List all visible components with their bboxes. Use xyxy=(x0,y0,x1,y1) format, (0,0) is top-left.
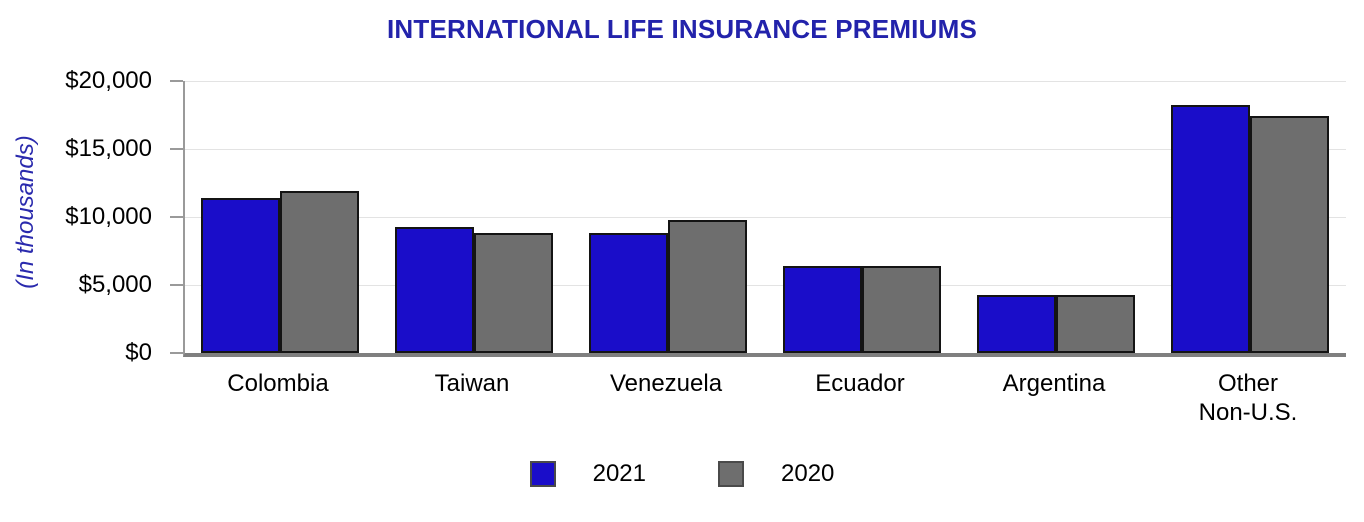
x-label-venezuela: Venezuela xyxy=(609,370,723,397)
y-tick-label-0: $0 xyxy=(125,339,152,366)
legend-swatch-2021 xyxy=(529,461,556,487)
bar-group-ecuador xyxy=(783,266,941,353)
y-tick-label-20-000: $20,000 xyxy=(65,67,152,94)
bar-2021-ecuador xyxy=(783,266,862,353)
gridline xyxy=(185,217,1346,218)
bar-2021-taiwan xyxy=(395,227,474,353)
bar-2020-colombia xyxy=(280,191,359,353)
plot-area xyxy=(183,81,1346,357)
bar-2020-taiwan xyxy=(474,233,553,353)
y-tick-mark xyxy=(170,216,183,218)
legend-swatch-2020 xyxy=(718,461,744,487)
y-tick-mark xyxy=(170,80,183,82)
bar-group-argentina xyxy=(977,295,1135,353)
legend-item-2020: 2020 xyxy=(718,460,834,488)
gridline xyxy=(185,81,1346,82)
y-tick-label-5-000: $5,000 xyxy=(78,271,152,298)
bar-2021-venezuela xyxy=(589,233,668,353)
legend: 2021 2020 xyxy=(0,460,1364,488)
bar-group-other-non-u-s xyxy=(1171,105,1329,353)
x-label-other-non-u-s: Other Non-U.S. xyxy=(1198,370,1298,426)
y-tick-mark xyxy=(170,148,183,150)
y-tick-mark xyxy=(170,352,183,354)
x-label-ecuador: Ecuador xyxy=(815,370,905,397)
gridline xyxy=(185,285,1346,286)
bar-2021-other-non-u-s xyxy=(1171,105,1250,353)
bar-group-colombia xyxy=(201,191,359,353)
bar-group-taiwan xyxy=(395,227,553,353)
chart-title: INTERNATIONAL LIFE INSURANCE PREMIUMS xyxy=(386,14,977,44)
legend-label-2021: 2021 xyxy=(592,460,646,487)
x-label-argentina: Argentina xyxy=(1002,370,1106,397)
bar-2020-other-non-u-s xyxy=(1250,116,1329,353)
gridline xyxy=(185,149,1346,150)
legend-item-2021: 2021 xyxy=(529,460,646,488)
x-label-taiwan: Taiwan xyxy=(434,370,510,397)
x-label-colombia: Colombia xyxy=(227,370,329,397)
y-tick-mark xyxy=(170,284,183,286)
bar-2021-argentina xyxy=(977,295,1056,353)
bar-group-venezuela xyxy=(589,220,747,353)
bar-2020-argentina xyxy=(1056,295,1135,353)
bar-2020-ecuador xyxy=(862,266,941,353)
y-tick-label-10-000: $10,000 xyxy=(65,203,152,230)
legend-label-2020: 2020 xyxy=(781,460,835,487)
y-tick-label-15-000: $15,000 xyxy=(65,135,152,162)
bar-2020-venezuela xyxy=(668,220,747,353)
bar-2021-colombia xyxy=(201,198,280,353)
